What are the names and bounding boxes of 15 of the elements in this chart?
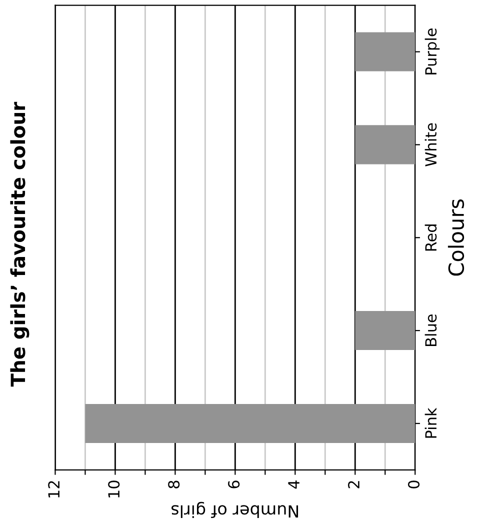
x-tick-label: 12	[48, 481, 60, 498]
y-tick-label: Pink	[424, 408, 436, 438]
x-tick-label: 8	[168, 480, 180, 488]
x-tick-label: 6	[228, 480, 240, 488]
x-tick-label: 0	[408, 480, 420, 488]
x-tick-label: 2	[348, 481, 360, 488]
y-tick-label: Red	[424, 224, 437, 251]
y-tick-label: Blue	[424, 314, 437, 346]
x-axis-title: Number of girls	[171, 502, 298, 518]
x-tick-label: 4	[288, 480, 300, 489]
y-tick-label: White	[424, 123, 437, 166]
text: The girls’ favourite colour	[10, 102, 30, 387]
x-tick-label: 10	[108, 480, 120, 498]
y-tick-label: Purple	[424, 28, 440, 74]
y-axis-title: Colours	[448, 199, 464, 276]
